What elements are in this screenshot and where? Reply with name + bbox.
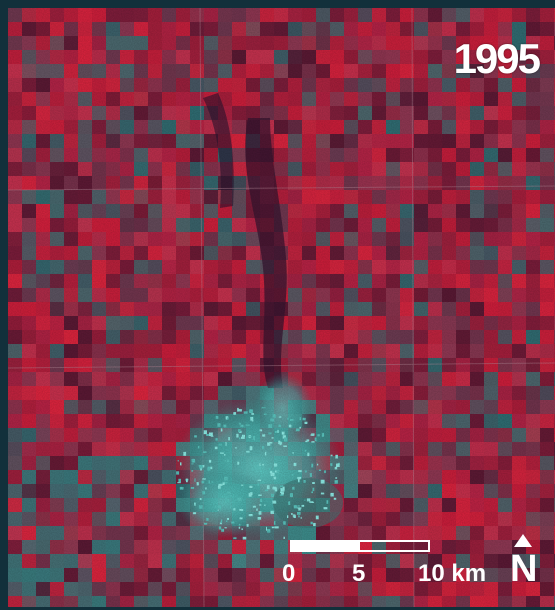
satellite-image — [8, 8, 555, 607]
year-label: 1995 — [453, 35, 541, 82]
north-arrow: N — [508, 534, 538, 600]
north-label: N — [510, 548, 538, 590]
scale-label-5: 5 — [352, 560, 366, 587]
scale-label-10km: 10 km — [418, 560, 487, 587]
scale-bar-white-segment — [292, 542, 360, 550]
scale-label-0: 0 — [282, 560, 296, 587]
scale-bar — [290, 540, 430, 552]
north-arrow-icon — [514, 534, 532, 547]
false-color-terrain — [8, 8, 555, 607]
